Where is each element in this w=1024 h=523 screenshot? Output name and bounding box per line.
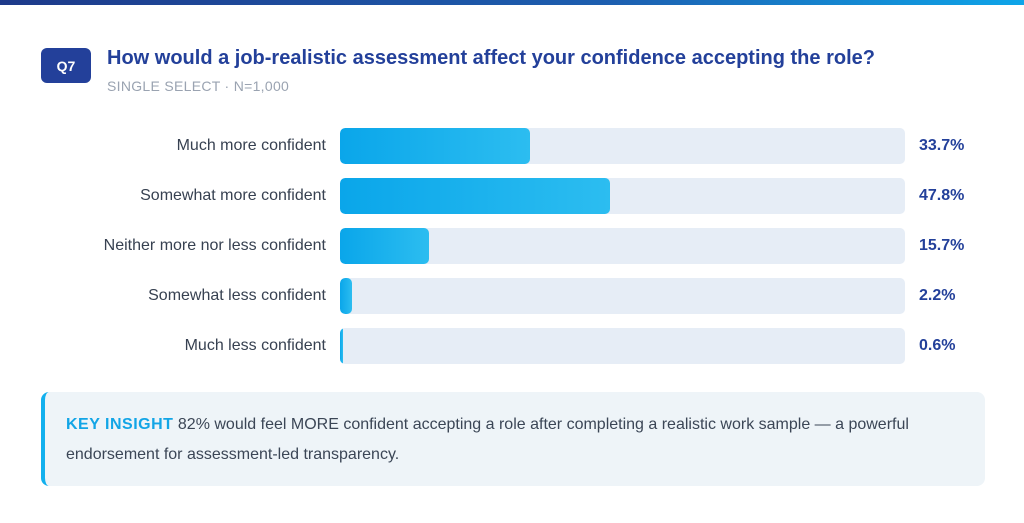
key-insight-label: KEY INSIGHT bbox=[66, 416, 174, 433]
key-insight-callout: KEY INSIGHT 82% would feel MORE confiden… bbox=[41, 392, 985, 486]
key-insight-text: KEY INSIGHT 82% would feel MORE confiden… bbox=[66, 410, 966, 470]
bar-track bbox=[340, 128, 905, 164]
bar-row: Neither more nor less confident 15.7% bbox=[0, 228, 1024, 264]
bar-value-label: 2.2% bbox=[919, 287, 956, 304]
top-accent-bar bbox=[0, 0, 1024, 5]
bar-row: Somewhat more confident 47.8% bbox=[0, 178, 1024, 214]
bar-value-label: 47.8% bbox=[919, 187, 965, 204]
bar-row: Somewhat less confident 2.2% bbox=[0, 278, 1024, 314]
bar-fill bbox=[340, 178, 611, 214]
bar-fill bbox=[340, 228, 429, 264]
bar-fill bbox=[340, 278, 353, 314]
bar-value-label: 15.7% bbox=[919, 237, 965, 254]
bar-category-label: Much more confident bbox=[176, 137, 326, 154]
bar-category-label: Much less confident bbox=[184, 337, 326, 354]
key-insight-body: 82% would feel MORE confident accepting … bbox=[66, 416, 909, 463]
bar-track bbox=[340, 328, 905, 364]
bar-category-label: Somewhat more confident bbox=[140, 187, 326, 204]
bar-category-label: Neither more nor less confident bbox=[103, 237, 326, 254]
question-subtitle: SINGLE SELECT · N=1,000 bbox=[107, 78, 290, 94]
question-title: How would a job-realistic assessment aff… bbox=[107, 47, 875, 69]
bar-row: Much more confident 33.7% bbox=[0, 128, 1024, 164]
bar-value-label: 33.7% bbox=[919, 137, 965, 154]
question-badge: Q7 bbox=[41, 48, 91, 83]
bar-category-label: Somewhat less confident bbox=[148, 287, 326, 304]
bar-track bbox=[340, 278, 905, 314]
bar-row: Much less confident 0.6% bbox=[0, 328, 1024, 364]
bar-track bbox=[340, 228, 905, 264]
bar-fill bbox=[340, 328, 344, 364]
bar-fill bbox=[340, 128, 531, 164]
bar-value-label: 0.6% bbox=[919, 337, 956, 354]
bar-track bbox=[340, 178, 905, 214]
